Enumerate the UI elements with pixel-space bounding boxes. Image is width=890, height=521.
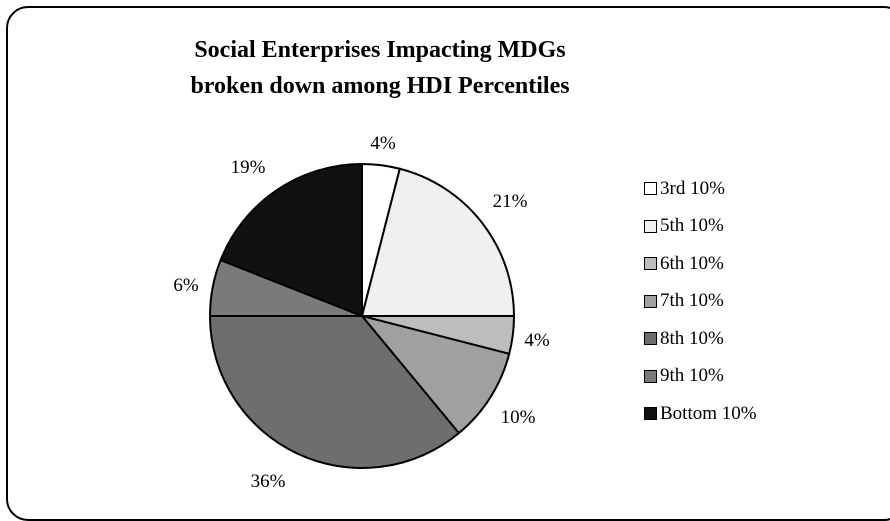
legend-item-4: 7th 10% [644,283,864,321]
legend-item-1: 3rd 10% [644,170,864,208]
slice-label-1: 4% [370,133,396,154]
legend-label: 5th 10% [660,215,724,237]
chart-title-line-1: Social Enterprises Impacting MDGs [194,37,566,63]
legend-swatch [644,332,657,346]
legend-label: 3rd 10% [660,177,725,199]
legend-swatch [644,407,657,421]
slice-label-3: 4% [524,330,550,351]
legend-swatch [644,182,657,196]
pie-slice-5 [209,315,460,469]
legend-label: 9th 10% [660,365,724,387]
legend: 3rd 10% 5th 10% 6th 10% 7th 10% 8th 10% 9th 1… [644,170,864,433]
legend-swatch [644,369,657,383]
legend-item-5: 8th 10% [644,320,864,358]
legend-item-6: 9th 10% [644,358,864,396]
pie-slice-2 [361,167,515,317]
legend-item-2: 5th 10% [644,208,864,246]
legend-label: 6th 10% [660,252,724,274]
pie-slice-4 [361,315,511,435]
slice-label-5: 36% [251,471,286,492]
chart-title: Social Enterprises Impacting MDGs broken… [0,32,760,104]
legend-item-7: Bottom 10% [644,395,864,433]
legend-swatch [644,219,657,233]
slice-label-7: 19% [231,157,266,178]
legend-label: 8th 10% [660,327,724,349]
slice-label-4: 10% [501,407,536,428]
slice-label-2: 21% [493,191,528,212]
legend-label: 7th 10% [660,290,724,312]
slice-label-6: 6% [173,275,199,296]
chart-title-line-2: broken down among HDI Percentiles [190,73,570,99]
legend-swatch [644,294,657,308]
pie-slice-7 [219,163,363,317]
legend-item-3: 6th 10% [644,245,864,283]
legend-label: Bottom 10% [660,402,757,424]
legend-swatch [644,257,657,271]
